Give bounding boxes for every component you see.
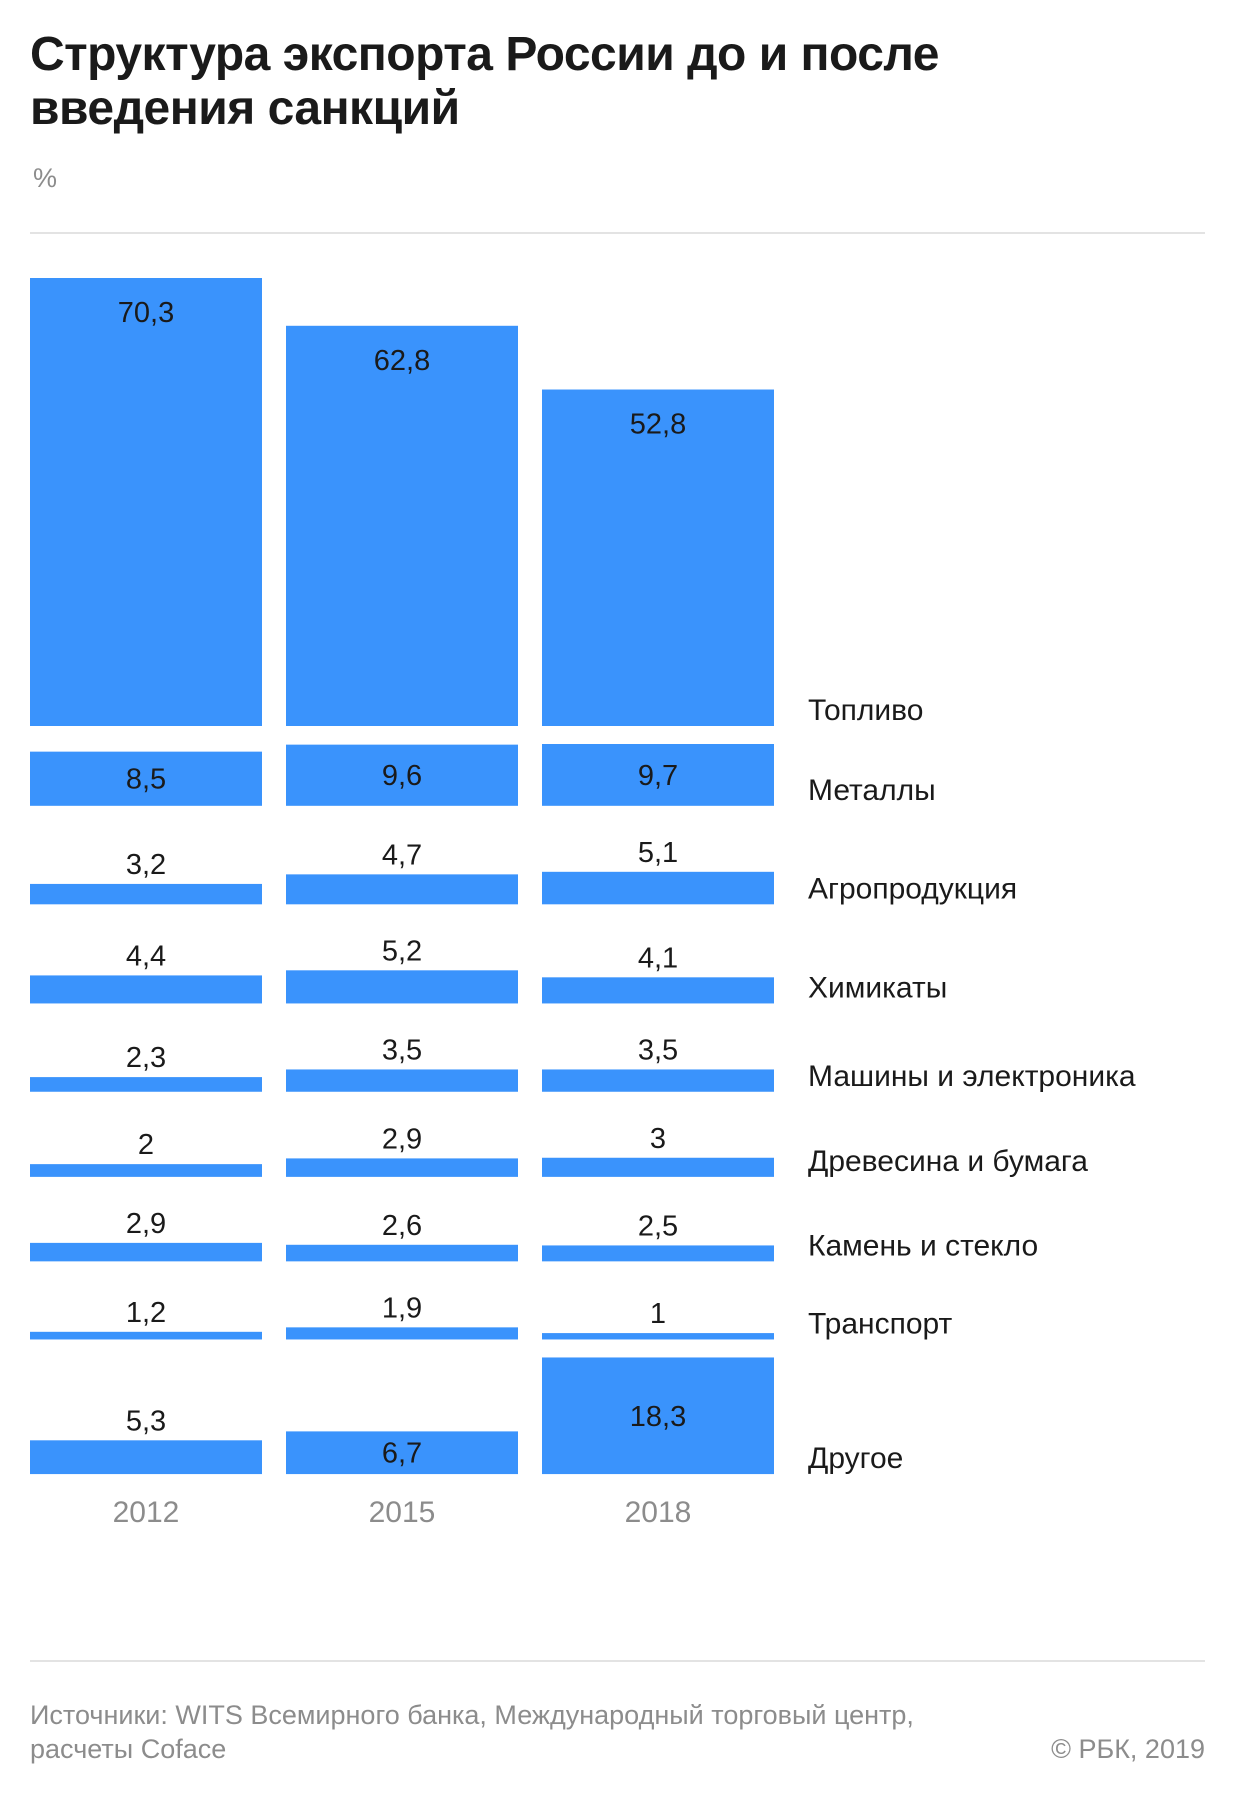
bar-химикаты-2015 <box>286 970 518 1004</box>
value-label: 62,8 <box>374 345 430 377</box>
bar-другое-2015 <box>286 1431 518 1475</box>
series-label-агропродукция: Агропродукция <box>808 872 1017 905</box>
bar-машины-и-электроника-2012 <box>30 1077 262 1092</box>
bar-химикаты-2018 <box>542 977 774 1004</box>
bar-древесина-и-бумага-2018 <box>542 1157 774 1177</box>
bar-другое-2018 <box>542 1357 774 1475</box>
bar-топливо-2018 <box>542 389 774 726</box>
bar-топливо-2015 <box>286 325 518 726</box>
year-label-2012: 2012 <box>113 1496 180 1529</box>
series-label-другое: Другое <box>808 1442 903 1475</box>
value-label: 5,2 <box>382 935 422 967</box>
value-label: 1 <box>650 1298 666 1330</box>
value-label: 9,7 <box>638 760 678 792</box>
year-label-2015: 2015 <box>369 1496 436 1529</box>
value-label: 9,6 <box>382 760 422 792</box>
value-label: 5,1 <box>638 837 678 869</box>
bar-металлы-2015 <box>286 744 518 806</box>
unit-label: % <box>33 163 58 193</box>
copyright: © РБК, 2019 <box>1051 1734 1205 1764</box>
bar-транспорт-2015 <box>286 1327 518 1340</box>
value-label: 4,4 <box>126 940 166 972</box>
value-label: 2,9 <box>126 1208 166 1240</box>
bottom-divider <box>30 1660 1205 1662</box>
bar-топливо-2012 <box>30 278 262 726</box>
bar-транспорт-2012 <box>30 1331 262 1340</box>
bar-металлы-2018 <box>542 744 774 806</box>
bar-древесина-и-бумага-2012 <box>30 1164 262 1177</box>
value-label: 5,3 <box>126 1405 166 1437</box>
value-label: 8,5 <box>126 764 166 796</box>
series-label-химикаты: Химикаты <box>808 971 947 1004</box>
series-label-древесина-и-бумага: Древесина и бумага <box>808 1145 1088 1178</box>
value-label: 2,3 <box>126 1042 166 1074</box>
series-label-транспорт: Транспорт <box>808 1307 953 1340</box>
year-label-2018: 2018 <box>625 1496 692 1529</box>
value-label: 6,7 <box>382 1438 422 1470</box>
bar-агропродукция-2018 <box>542 871 774 905</box>
bar-камень-и-стекло-2015 <box>286 1244 518 1262</box>
series-label-камень-и-стекло: Камень и стекло <box>808 1229 1038 1262</box>
source-note: Источники: WITS Всемирного банка, Междун… <box>30 1700 914 1764</box>
bar-химикаты-2012 <box>30 975 262 1004</box>
value-label: 3,5 <box>382 1034 422 1066</box>
value-label: 18,3 <box>630 1401 686 1433</box>
value-label: 1,2 <box>126 1297 166 1329</box>
export-structure-chart: 70,3 62,8 52,8 Топливо 8,5 9,6 9,7 Металлы 3,2 4,… <box>30 278 1136 1529</box>
value-label: 2,9 <box>382 1123 422 1155</box>
value-label: 2,5 <box>638 1210 678 1242</box>
series-label-металлы: Металлы <box>808 774 936 807</box>
top-divider <box>30 232 1205 234</box>
bar-металлы-2012 <box>30 751 262 806</box>
value-label: 70,3 <box>118 297 174 329</box>
value-label: 3,2 <box>126 849 166 881</box>
value-label: 3 <box>650 1123 666 1155</box>
value-label: 52,8 <box>630 409 686 441</box>
series-label-топливо: Топливо <box>808 694 923 727</box>
bar-другое-2012 <box>30 1440 262 1475</box>
bar-древесина-и-бумага-2015 <box>286 1158 518 1177</box>
series-label-машины-и-электроника: Машины и электроника <box>808 1060 1136 1093</box>
value-label: 2,6 <box>382 1210 422 1242</box>
value-label: 4,7 <box>382 839 422 871</box>
bar-агропродукция-2012 <box>30 883 262 905</box>
value-label: 1,9 <box>382 1292 422 1324</box>
bar-агропродукция-2015 <box>286 874 518 905</box>
bar-камень-и-стекло-2018 <box>542 1245 774 1262</box>
bar-транспорт-2018 <box>542 1333 774 1340</box>
value-label: 4,1 <box>638 942 678 974</box>
value-label: 3,5 <box>638 1034 678 1066</box>
bar-машины-и-электроника-2018 <box>542 1069 774 1092</box>
bar-машины-и-электроника-2015 <box>286 1069 518 1092</box>
bar-камень-и-стекло-2012 <box>30 1242 262 1262</box>
chart-title: Структура экспорта России до и после вве… <box>30 28 939 135</box>
value-label: 2 <box>138 1129 154 1161</box>
